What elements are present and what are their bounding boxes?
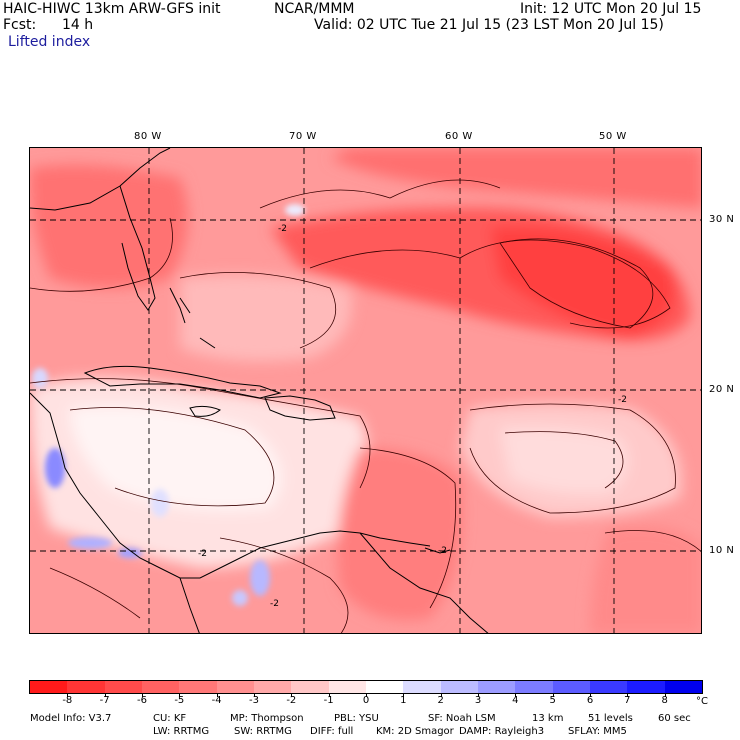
colorbar-swatch <box>627 681 666 693</box>
colorbar-swatch <box>328 681 367 693</box>
colorbar-tick <box>366 693 367 697</box>
contour-label: -2 <box>198 549 207 559</box>
colorbar-swatch <box>179 681 218 693</box>
colorbar-tick <box>478 693 479 697</box>
footer-km: KM: 2D Smagor <box>376 726 454 737</box>
footer-timestep: 60 sec <box>658 713 691 724</box>
lat-lon-grid <box>30 148 701 633</box>
colorbar-swatch <box>664 681 703 693</box>
colorbar-tick <box>254 693 255 697</box>
lat-label-20n: 20 N <box>709 384 735 395</box>
contour-label: -2 <box>438 546 447 556</box>
model-title: HAIC-HIWC 13km ARW-GFS init <box>3 1 221 17</box>
colorbar-swatch <box>515 681 554 693</box>
colorbar-tick <box>552 693 554 697</box>
colorbar-tick-label: -5 <box>174 695 185 706</box>
colorbar-swatch <box>67 681 106 693</box>
colorbar-swatch <box>403 681 442 693</box>
footer-diffusion: DIFF: full <box>310 726 354 737</box>
colorbar-tick-label: 8 <box>661 695 668 706</box>
lifted-index-map: -2 -2 -2 -2 -2 <box>29 147 702 634</box>
colorbar-swatch <box>142 681 180 693</box>
colorbar-tick-label: 2 <box>437 695 444 706</box>
footer-shortwave: SW: RRTMG <box>234 726 292 737</box>
contour-label: -2 <box>270 599 279 609</box>
org-label: NCAR/MMM <box>274 1 355 17</box>
colorbar-tick <box>664 693 666 697</box>
colorbar-tick-label: -2 <box>286 695 297 706</box>
colorbar-tick <box>515 693 517 697</box>
colorbar-swatch <box>552 681 591 693</box>
colorbar-tick <box>440 693 442 697</box>
forecast-hour: 14 h <box>62 17 94 33</box>
colorbar-tick <box>67 693 69 697</box>
colorbar-unit: °C <box>696 696 708 707</box>
colorbar-tick <box>291 693 293 697</box>
colorbar-swatch <box>366 681 404 693</box>
colorbar-tick-label: -1 <box>323 695 334 706</box>
colorbar-swatch <box>590 681 628 693</box>
colorbar-tick <box>627 693 629 697</box>
footer-pbl: PBL: YSU <box>334 713 379 724</box>
lat-label-10n: 10 N <box>709 545 735 556</box>
field-shading <box>30 148 701 633</box>
field-name: Lifted index <box>8 34 91 50</box>
lon-label-60w: 60 W <box>445 131 473 142</box>
footer-cumulus: CU: KF <box>153 713 187 724</box>
map-canvas: -2 -2 -2 -2 -2 <box>30 148 701 633</box>
colorbar-tick-label: 0 <box>362 695 370 706</box>
contour-label-group: -2 -2 -2 -2 -2 <box>198 224 627 609</box>
colorbar-swatch <box>440 681 479 693</box>
contour-lines <box>30 179 701 633</box>
colorbar-tick <box>179 693 181 697</box>
footer-surface-layer: SFLAY: MM5 <box>568 726 627 737</box>
lat-label-30n: 30 N <box>709 214 735 225</box>
colorbar-tick-label: 3 <box>474 695 482 706</box>
colorbar-swatch <box>291 681 330 693</box>
colorbar-frame <box>29 680 703 694</box>
colorbar-swatch <box>30 681 68 693</box>
colorbar-tick-label: -3 <box>249 695 259 706</box>
lon-label-80w: 80 W <box>134 131 162 142</box>
colorbar-tick-label: -6 <box>137 695 147 706</box>
footer-levels: 51 levels <box>588 713 633 724</box>
contour-label: -2 <box>618 395 627 405</box>
positive-patches <box>32 204 305 606</box>
footer-microphysics: MP: Thompson <box>230 713 304 724</box>
colorbar-tick <box>328 693 330 697</box>
colorbar-tick-label: 5 <box>549 695 556 706</box>
lon-label-70w: 70 W <box>289 131 317 142</box>
footer-damping: DAMP: Rayleigh3 <box>459 726 545 737</box>
colorbar-tick <box>403 693 405 697</box>
colorbar-tick <box>104 693 106 697</box>
colorbar-tick-label: -8 <box>62 695 73 706</box>
footer-longwave: LW: RRTMG <box>153 726 210 737</box>
colorbar-swatch <box>104 681 143 693</box>
footer-model-info: Model Info: V3.7 <box>30 713 112 724</box>
footer-surface: SF: Noah LSM <box>428 713 496 724</box>
colorbar-tick <box>216 693 218 697</box>
colorbar-tick-label: 7 <box>624 695 631 706</box>
colorbar-tick-label: 6 <box>586 695 594 706</box>
coastlines <box>30 148 489 633</box>
colorbar-tick-label: 4 <box>512 695 519 706</box>
valid-time: Valid: 02 UTC Tue 21 Jul 15 (23 LST Mon … <box>314 17 664 33</box>
colorbar-swatch <box>216 681 255 693</box>
forecast-label: Fcst: <box>3 17 37 33</box>
contour-label: -2 <box>278 224 287 234</box>
lon-label-50w: 50 W <box>599 131 627 142</box>
colorbar-tick <box>142 693 143 697</box>
colorbar-tick-label: 1 <box>400 695 407 706</box>
footer-resolution: 13 km <box>532 713 564 724</box>
colorbar-swatch <box>254 681 292 693</box>
init-time: Init: 12 UTC Mon 20 Jul 15 <box>520 1 702 17</box>
colorbar-swatch <box>478 681 516 693</box>
colorbar-tick <box>590 693 591 697</box>
colorbar-tick-label: -4 <box>211 695 222 706</box>
colorbar-tick-label: -7 <box>99 695 110 706</box>
